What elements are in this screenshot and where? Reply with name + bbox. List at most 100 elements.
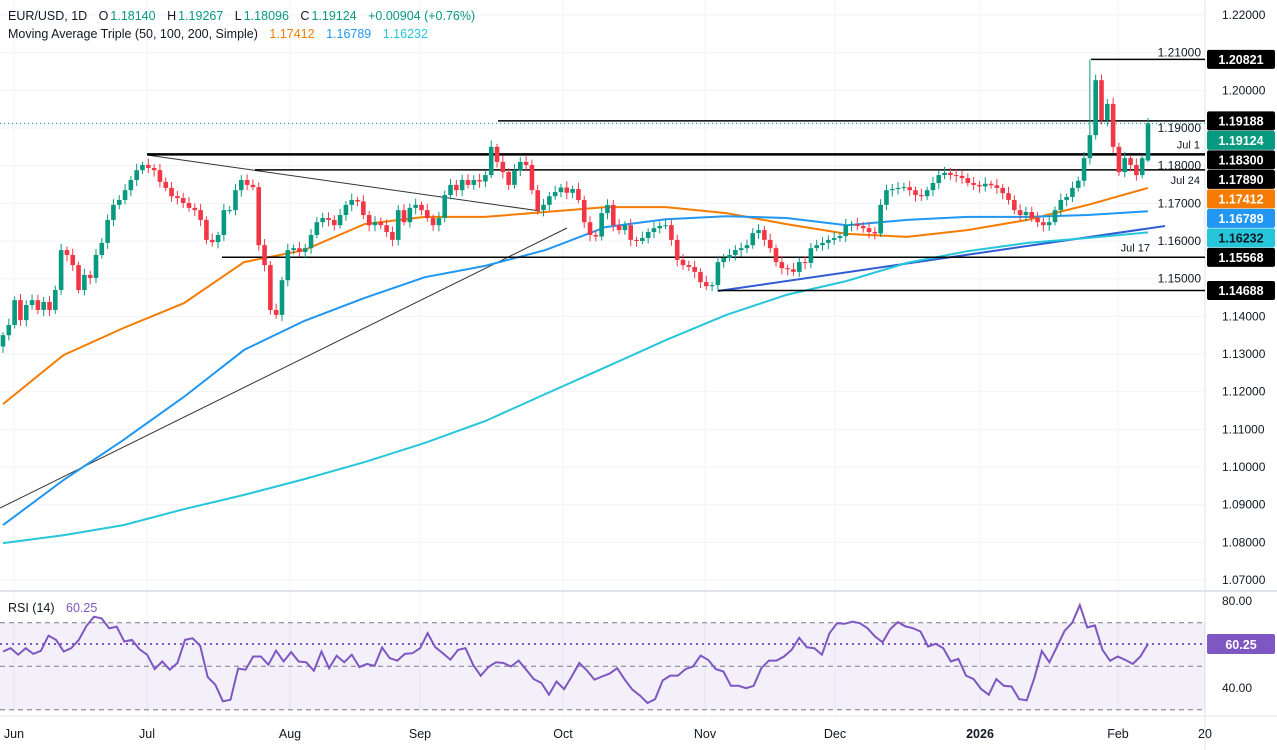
candle	[366, 211, 372, 232]
candle-body	[547, 196, 552, 205]
candle	[413, 198, 418, 215]
candle-body	[268, 265, 273, 310]
candle	[982, 177, 988, 192]
candle	[581, 195, 587, 228]
candle	[901, 182, 907, 192]
candle-body	[884, 190, 889, 205]
ma50-price-label: 1.17412	[1218, 192, 1263, 206]
candle-body	[1035, 218, 1040, 223]
candle	[1087, 59, 1093, 165]
candle-body	[837, 236, 843, 239]
candle-body	[442, 195, 448, 219]
rsi-legend[interactable]: RSI (14) 60.25	[8, 601, 99, 615]
candle	[1105, 99, 1110, 127]
price-tick-label: 1.15000	[1158, 272, 1202, 286]
candle	[913, 186, 918, 202]
candle	[291, 244, 296, 255]
close-label: C	[300, 9, 310, 23]
candle-body	[552, 192, 558, 197]
candle-body	[250, 184, 256, 188]
candle	[703, 275, 709, 291]
candle-body	[424, 210, 430, 219]
candle	[686, 260, 692, 272]
candle-body	[256, 187, 262, 246]
ma-line-50	[2, 186, 1149, 405]
rsi-title: RSI (14)	[8, 601, 55, 615]
candle	[87, 270, 93, 285]
high-label: H	[167, 9, 177, 23]
candle-body	[558, 187, 564, 193]
candle-body	[628, 225, 634, 240]
candle	[227, 206, 232, 214]
candle-body	[744, 245, 750, 249]
candle-body	[1052, 210, 1058, 223]
candle-body	[483, 175, 488, 182]
candle-body	[802, 262, 808, 264]
candle-body	[180, 198, 186, 203]
candle	[361, 195, 366, 220]
candle	[169, 182, 174, 202]
candle	[1058, 193, 1064, 216]
candle	[634, 236, 639, 247]
candle	[796, 257, 802, 277]
candle	[599, 207, 604, 241]
level-price-label-bg	[1207, 150, 1275, 170]
candle-body	[99, 242, 105, 255]
ma-line-100	[2, 210, 1149, 526]
candle	[268, 260, 273, 315]
candle-body	[1017, 210, 1023, 216]
candle	[709, 281, 715, 292]
candle-body	[1029, 212, 1035, 219]
candle	[0, 332, 6, 353]
candle	[349, 193, 355, 212]
candle	[1081, 152, 1087, 187]
candle-body	[23, 305, 29, 321]
candle	[192, 203, 198, 217]
candle	[320, 212, 325, 228]
candle	[419, 201, 424, 216]
candle-body	[919, 195, 924, 197]
ma-legend[interactable]: Moving Average Triple (50, 100, 200, Sim…	[8, 27, 430, 41]
level-price-label: 1.14688	[1218, 284, 1263, 298]
candle	[314, 217, 320, 239]
level-price-label-bg	[1207, 49, 1275, 69]
candle	[1128, 154, 1133, 172]
candle	[407, 203, 413, 228]
candle-body	[878, 204, 883, 234]
rsi-line	[2, 602, 1149, 705]
candle-body	[913, 190, 918, 196]
candle	[6, 318, 12, 341]
candle-body	[1006, 193, 1011, 200]
candle	[535, 185, 541, 215]
candle-body	[1070, 187, 1075, 197]
price-tick-label: 1.09000	[1222, 498, 1266, 512]
candle-body	[576, 189, 581, 200]
candle	[622, 221, 628, 235]
rsi-value: 60.25	[66, 601, 98, 615]
candle-body	[709, 285, 715, 287]
last-price-label: 1.19124	[1218, 134, 1263, 148]
candle	[186, 197, 192, 212]
candle-body	[448, 184, 453, 196]
symbol-label: EUR/USD, 1D	[8, 9, 88, 23]
candle-body	[796, 262, 802, 272]
candle-body	[977, 184, 982, 187]
candle	[564, 181, 570, 200]
candle-body	[948, 172, 953, 176]
candle	[64, 246, 70, 262]
candle	[99, 237, 105, 259]
candle	[721, 253, 727, 268]
candle	[837, 232, 843, 242]
candle	[814, 239, 820, 252]
candle	[988, 180, 994, 189]
level-note: Jul 24	[1171, 175, 1200, 187]
candle	[541, 198, 546, 217]
candle	[826, 235, 831, 250]
candle-body	[134, 170, 139, 180]
candle-body	[750, 233, 756, 246]
candle	[1093, 74, 1098, 140]
candle-body	[1145, 123, 1151, 161]
candle-body	[12, 300, 17, 326]
ma200-value: 1.16232	[382, 27, 428, 41]
